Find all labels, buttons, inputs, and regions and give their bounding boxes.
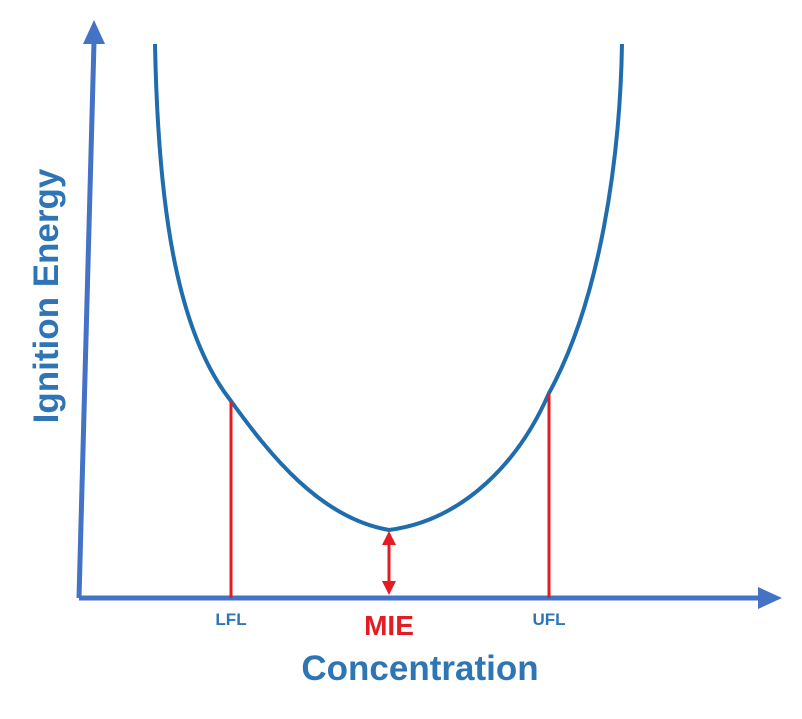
x-axis-title: Concentration bbox=[301, 649, 538, 688]
ignition-energy-curve bbox=[153, 43, 624, 533]
x-axis-arrowhead bbox=[758, 587, 782, 609]
mie-arrow-down-head bbox=[382, 581, 396, 595]
ufl-label: UFL bbox=[532, 610, 565, 629]
lfl-label: LFL bbox=[215, 610, 246, 629]
y-axis-title: Ignition Energy bbox=[27, 168, 66, 423]
y-axis-line bbox=[76, 41, 97, 599]
mie-arrow-up-head bbox=[382, 531, 396, 545]
mie-label: MIE bbox=[364, 610, 414, 641]
y-axis-arrowhead bbox=[83, 20, 105, 44]
